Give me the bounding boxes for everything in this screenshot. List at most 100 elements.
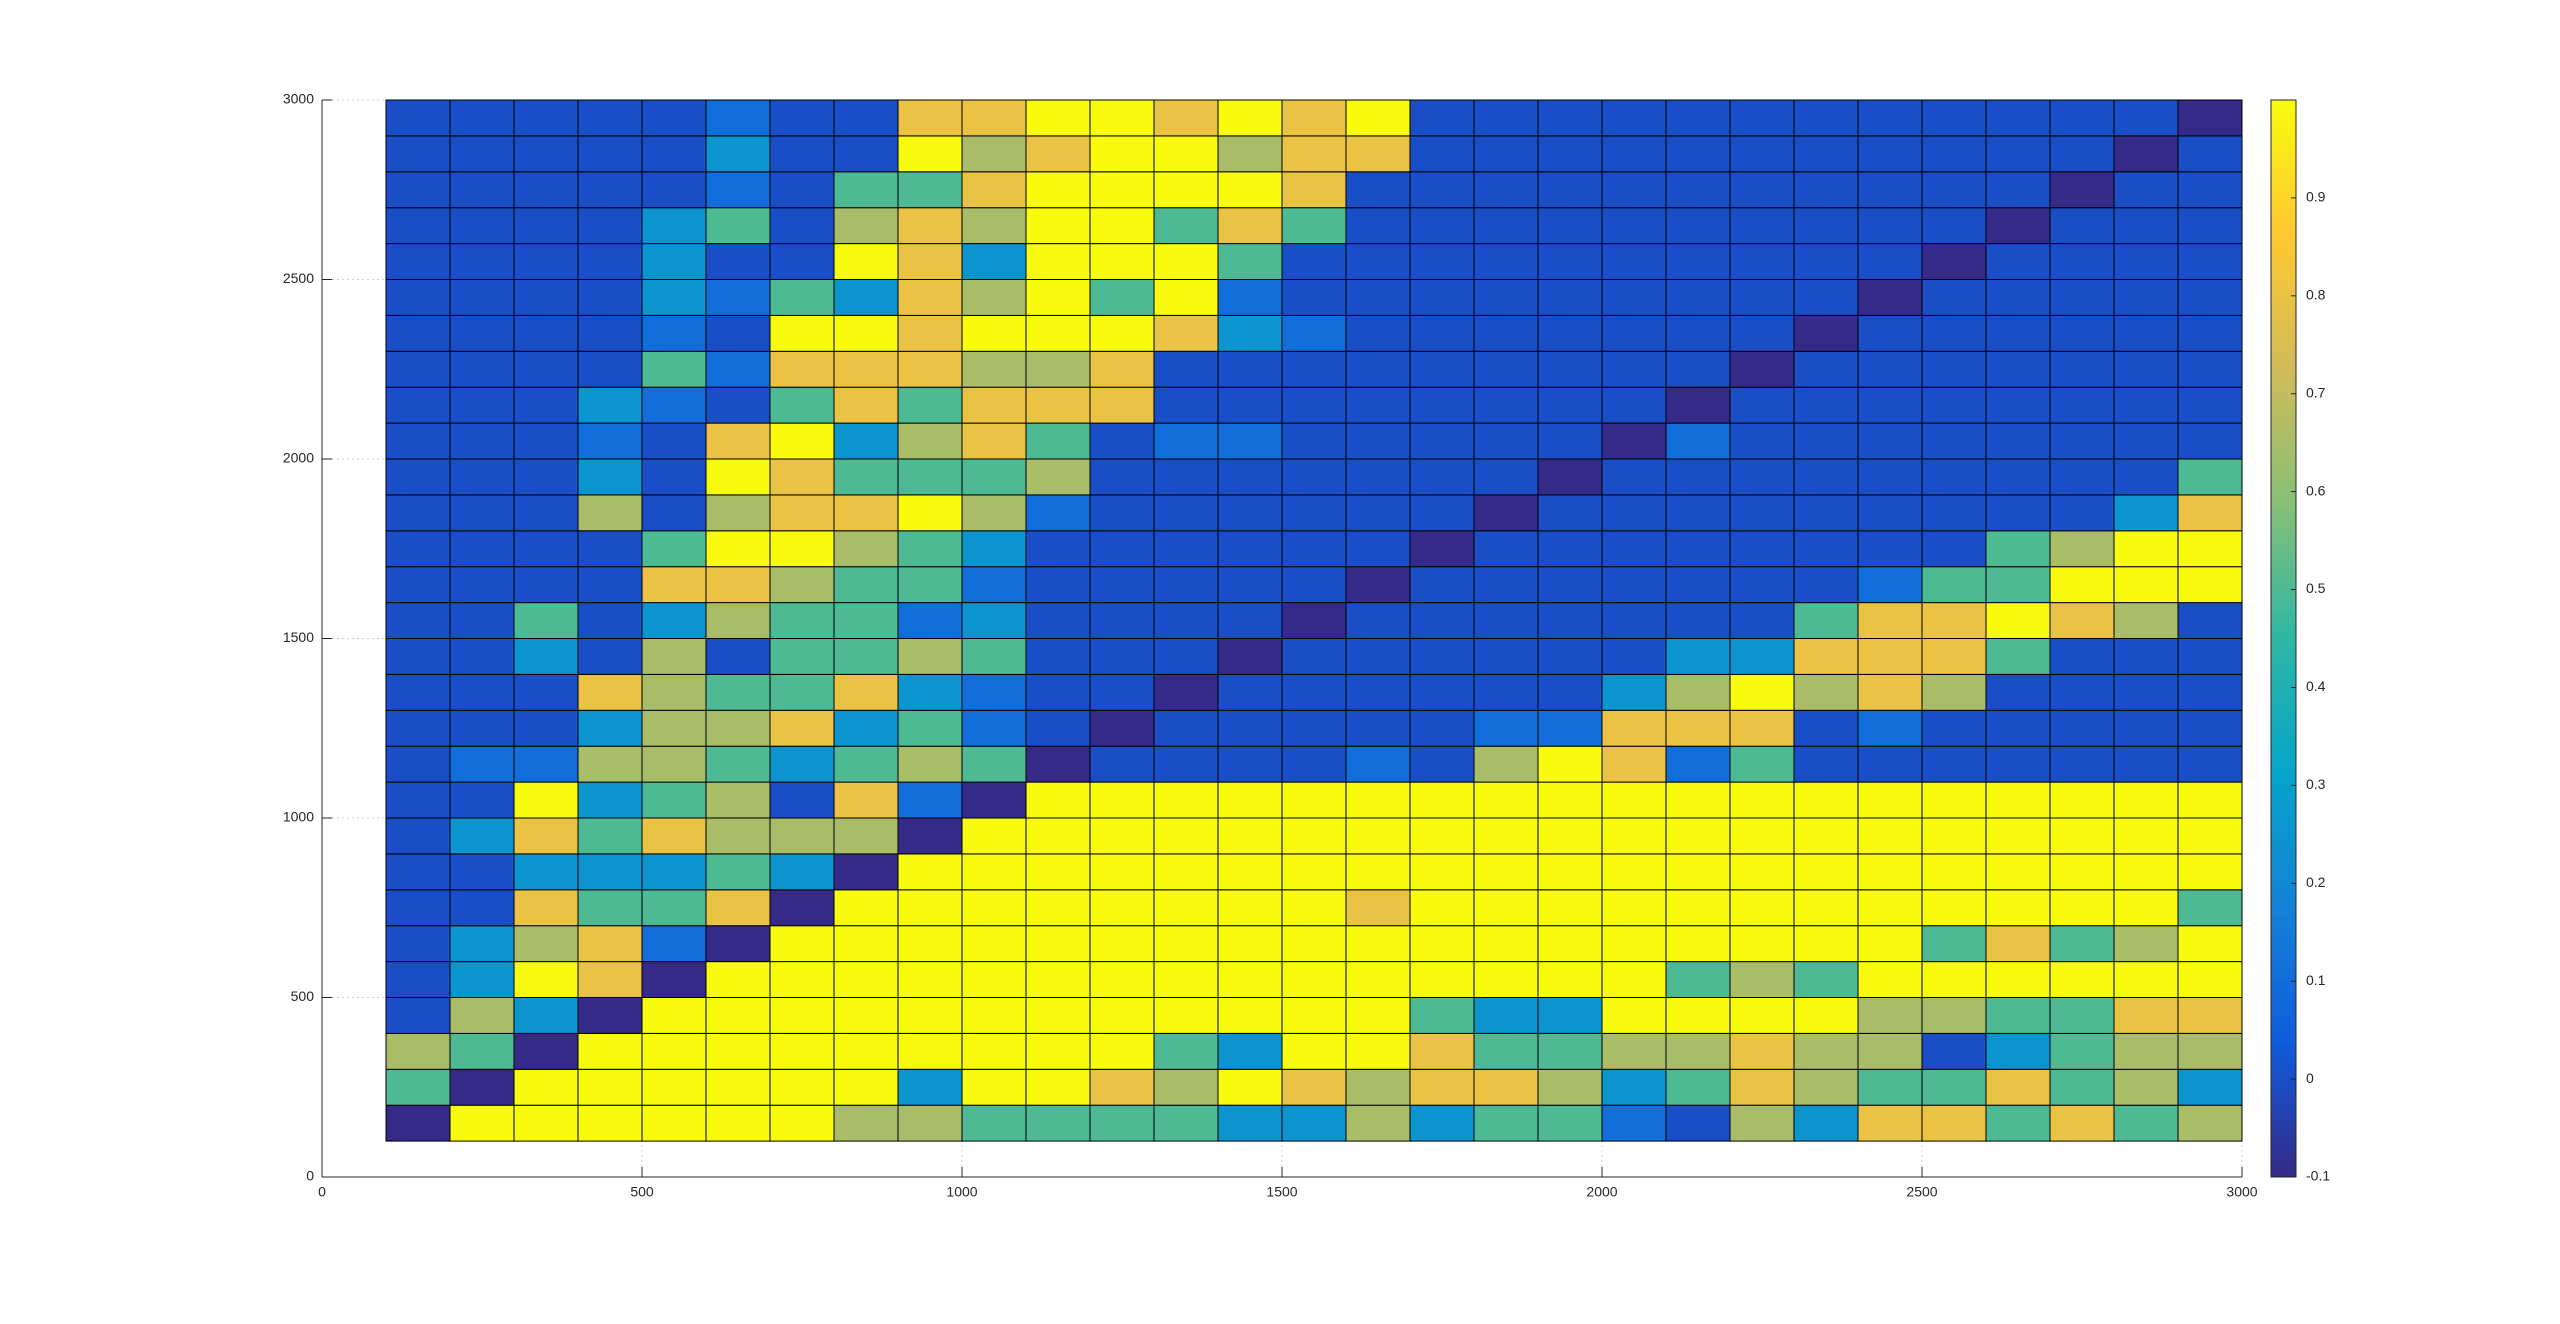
heatmap-cell: [1409, 566, 1475, 604]
heatmap-cell: [513, 781, 579, 819]
heatmap-cell: [1537, 350, 1603, 388]
heatmap-cell: [1857, 350, 1923, 388]
heatmap-cell: [1921, 1068, 1987, 1106]
heatmap-cell: [1153, 997, 1219, 1034]
heatmap-cell: [1409, 1104, 1475, 1142]
heatmap-cell: [1089, 243, 1155, 281]
heatmap-cell: [1537, 602, 1603, 639]
heatmap-cell: [705, 997, 771, 1034]
heatmap-cell: [1089, 350, 1155, 388]
heatmap-cell: [385, 997, 451, 1034]
heatmap-cell: [513, 745, 579, 783]
heatmap-cell: [1857, 673, 1923, 711]
heatmap-cell: [1409, 745, 1475, 783]
heatmap-cell: [1409, 243, 1475, 281]
heatmap-cell: [1857, 99, 1923, 137]
heatmap-cell: [2177, 817, 2243, 855]
heatmap-cell: [449, 889, 515, 927]
heatmap-cell: [1345, 530, 1411, 568]
heatmap-cell: [961, 386, 1027, 424]
heatmap-cell: [1857, 781, 1923, 819]
heatmap-cell: [1217, 494, 1283, 532]
heatmap-cell: [1601, 925, 1667, 963]
heatmap-cell: [833, 135, 899, 173]
x-tick-label: 1500: [1266, 1184, 1297, 1200]
heatmap-cell: [2049, 279, 2115, 316]
heatmap-cell: [833, 422, 899, 460]
heatmap-cell: [1985, 279, 2051, 316]
heatmap-cell: [897, 817, 963, 855]
heatmap-cell: [1601, 135, 1667, 173]
heatmap-cell: [449, 1032, 515, 1070]
heatmap-cell: [1793, 314, 1859, 352]
heatmap-cell: [1153, 781, 1219, 819]
heatmap-cell: [833, 638, 899, 675]
heatmap-cell: [1473, 279, 1539, 316]
heatmap-cell: [1089, 781, 1155, 819]
heatmap-cell: [1089, 530, 1155, 568]
heatmap-cell: [1985, 458, 2051, 496]
heatmap-cell: [1921, 673, 1987, 711]
heatmap-cell: [1089, 279, 1155, 316]
heatmap-cell: [1089, 853, 1155, 891]
heatmap-cell: [897, 602, 963, 639]
heatmap-cell: [1473, 673, 1539, 711]
heatmap-cell: [1089, 997, 1155, 1034]
heatmap-cell: [961, 422, 1027, 460]
heatmap-cell: [1473, 602, 1539, 639]
heatmap-cell: [1473, 961, 1539, 998]
heatmap-cell: [705, 961, 771, 998]
heatmap-cell: [1601, 530, 1667, 568]
heatmap-cell: [769, 997, 835, 1034]
heatmap-cell: [385, 530, 451, 568]
heatmap-cell: [2177, 781, 2243, 819]
heatmap-cell: [1025, 673, 1091, 711]
heatmap-cell: [1025, 279, 1091, 316]
heatmap-cell: [385, 207, 451, 245]
heatmap-cell: [769, 638, 835, 675]
heatmap-cell: [897, 1068, 963, 1106]
heatmap-cell: [769, 314, 835, 352]
heatmap-cell: [1409, 817, 1475, 855]
heatmap-cell: [833, 709, 899, 747]
heatmap-cell: [1537, 530, 1603, 568]
heatmap-cell: [1089, 99, 1155, 137]
heatmap-cell: [1217, 997, 1283, 1034]
heatmap-cell: [2049, 171, 2115, 209]
heatmap-cell: [1729, 602, 1795, 639]
heatmap-cell: [1793, 207, 1859, 245]
heatmap-cell: [1153, 314, 1219, 352]
heatmap-cell: [769, 99, 835, 137]
heatmap-cell: [1217, 350, 1283, 388]
heatmap-cell: [385, 709, 451, 747]
heatmap-cell: [833, 386, 899, 424]
heatmap-cell: [1921, 566, 1987, 604]
heatmap-cell: [2177, 1104, 2243, 1142]
heatmap-cell: [769, 494, 835, 532]
y-tick-label: 1500: [283, 629, 314, 645]
heatmap-cell: [769, 243, 835, 281]
heatmap-cell: [577, 673, 643, 711]
heatmap-cell: [1409, 961, 1475, 998]
heatmap-cell: [1665, 1104, 1731, 1142]
heatmap-cell: [1025, 243, 1091, 281]
heatmap-cell: [2113, 673, 2179, 711]
heatmap-cell: [1217, 817, 1283, 855]
heatmap-cell: [641, 997, 707, 1034]
heatmap-cell: [1793, 99, 1859, 137]
heatmap-cell: [2113, 961, 2179, 998]
heatmap-cell: [1729, 135, 1795, 173]
heatmap-cell: [2049, 925, 2115, 963]
heatmap-cell: [961, 1104, 1027, 1142]
heatmap-cell: [1665, 781, 1731, 819]
heatmap-cell: [897, 243, 963, 281]
heatmap-cell: [641, 638, 707, 675]
heatmap-cell: [1665, 602, 1731, 639]
heatmap-cell: [1409, 350, 1475, 388]
colorbar-tick-label: 0.5: [2306, 580, 2326, 596]
heatmap-cell: [1281, 638, 1347, 675]
heatmap-cell: [577, 386, 643, 424]
heatmap-cell: [961, 350, 1027, 388]
heatmap-cell: [1345, 1104, 1411, 1142]
heatmap-cell: [1473, 853, 1539, 891]
